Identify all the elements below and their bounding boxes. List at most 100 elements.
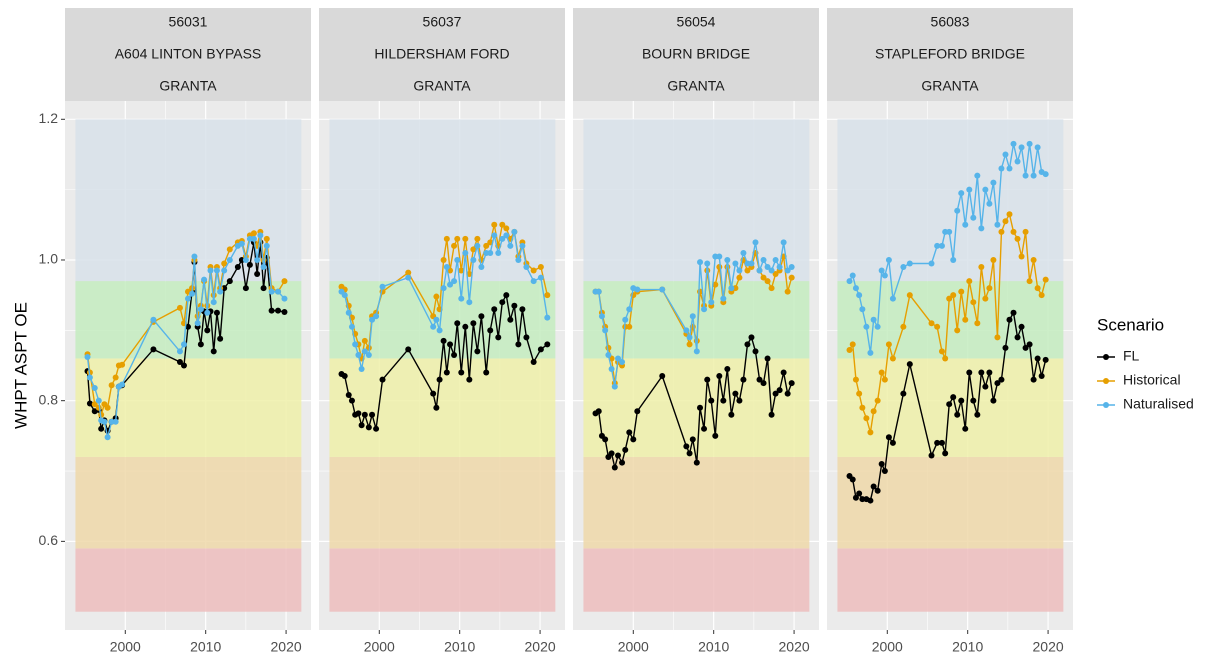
- facet-title: BOURN BRIDGE: [642, 46, 750, 62]
- data-point: [544, 341, 551, 348]
- data-point: [906, 292, 913, 299]
- data-point: [970, 214, 977, 221]
- data-point: [752, 239, 759, 246]
- data-point: [708, 299, 715, 306]
- data-point: [443, 369, 450, 376]
- data-point: [275, 307, 282, 314]
- data-point: [885, 341, 892, 348]
- data-point: [201, 276, 208, 283]
- data-point: [974, 411, 981, 418]
- facet-strip: [573, 8, 819, 101]
- data-point: [447, 281, 454, 288]
- threshold-band: [75, 358, 302, 457]
- data-point: [748, 260, 755, 267]
- data-point: [630, 436, 637, 443]
- data-point: [194, 320, 201, 327]
- data-point: [503, 232, 510, 239]
- data-point: [185, 295, 191, 302]
- data-point: [226, 256, 233, 263]
- data-point: [885, 434, 892, 441]
- data-point: [780, 239, 787, 246]
- data-point: [852, 494, 859, 501]
- data-point: [281, 295, 288, 302]
- data-point: [900, 264, 907, 271]
- data-point: [491, 232, 498, 239]
- data-point: [1026, 341, 1033, 348]
- data-point: [934, 242, 941, 249]
- data-point: [499, 235, 506, 242]
- data-point: [519, 242, 526, 249]
- data-point: [938, 348, 945, 355]
- data-point: [1022, 228, 1029, 235]
- legend-label: Naturalised: [1123, 396, 1194, 412]
- data-point: [608, 366, 615, 373]
- data-point: [1042, 276, 1049, 283]
- data-point: [451, 242, 458, 249]
- x-tick-label: 2000: [364, 639, 395, 655]
- data-point: [226, 278, 233, 285]
- data-point: [736, 397, 743, 404]
- data-point: [686, 341, 693, 348]
- data-point: [978, 225, 985, 232]
- data-point: [257, 232, 264, 239]
- data-point: [470, 320, 477, 327]
- data-point: [430, 323, 437, 330]
- y-axis-title: WHPT ASPT OE: [11, 302, 30, 429]
- data-point: [515, 256, 522, 263]
- data-point: [487, 327, 494, 334]
- data-point: [724, 366, 731, 373]
- data-point: [451, 278, 458, 285]
- facet-title: 56037: [423, 14, 462, 30]
- data-point: [108, 382, 115, 389]
- data-point: [150, 346, 157, 353]
- data-point: [900, 323, 907, 330]
- data-point: [1014, 334, 1021, 341]
- threshold-band: [75, 548, 302, 612]
- data-point: [622, 316, 629, 323]
- data-point: [503, 225, 510, 232]
- x-tick-label: 2010: [190, 639, 221, 655]
- data-point: [994, 221, 1001, 228]
- data-point: [990, 397, 997, 404]
- data-point: [634, 286, 641, 293]
- data-point: [197, 306, 204, 313]
- data-point: [878, 460, 885, 467]
- data-point: [906, 260, 913, 267]
- x-tick-label: 2000: [110, 639, 141, 655]
- data-point: [101, 418, 108, 425]
- data-point: [458, 267, 465, 274]
- data-point: [1002, 151, 1009, 158]
- data-point: [764, 278, 771, 285]
- data-point: [776, 264, 783, 271]
- data-point: [768, 285, 775, 292]
- data-point: [470, 246, 477, 253]
- data-point: [91, 401, 98, 408]
- data-point: [458, 369, 465, 376]
- threshold-band: [75, 456, 302, 549]
- data-point: [478, 264, 485, 271]
- data-point: [451, 351, 458, 358]
- threshold-band: [583, 119, 810, 282]
- data-point: [863, 415, 870, 422]
- data-point: [1006, 211, 1013, 218]
- threshold-band: [583, 548, 810, 612]
- data-point: [736, 274, 743, 281]
- data-point: [268, 288, 275, 295]
- data-point: [204, 309, 211, 316]
- threshold-band: [837, 358, 1064, 457]
- data-point: [474, 235, 481, 242]
- data-point: [934, 323, 941, 330]
- data-point: [760, 274, 767, 281]
- data-point: [701, 425, 708, 432]
- data-point: [856, 292, 863, 299]
- data-point: [950, 256, 957, 263]
- data-point: [946, 228, 953, 235]
- data-point: [440, 285, 447, 292]
- data-point: [436, 327, 443, 334]
- data-point: [788, 380, 795, 387]
- data-point: [744, 341, 751, 348]
- data-point: [1030, 256, 1037, 263]
- data-point: [878, 267, 885, 274]
- data-point: [846, 347, 853, 354]
- data-point: [1014, 158, 1021, 165]
